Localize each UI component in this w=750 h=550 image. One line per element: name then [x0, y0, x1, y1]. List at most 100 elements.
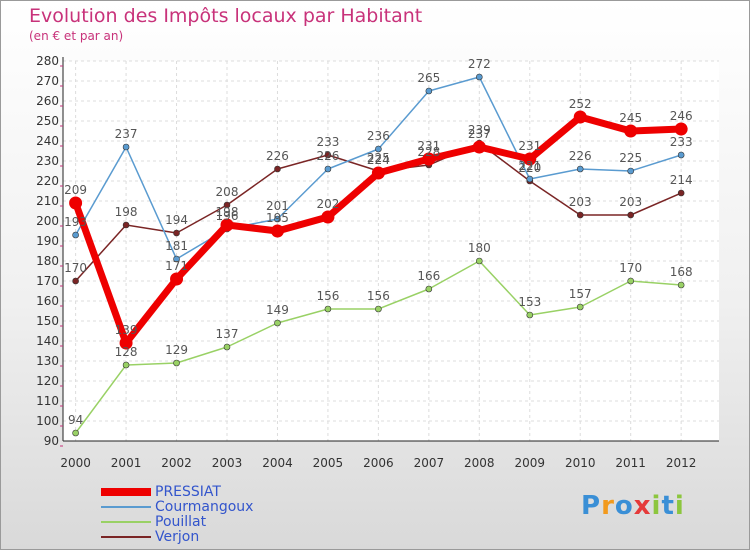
- data-point-courmangoux: [476, 73, 483, 81]
- data-point-pouillat: [223, 343, 231, 351]
- data-label-pouillat: 170: [619, 261, 642, 275]
- data-point-courmangoux: [72, 231, 79, 239]
- y-tick-label: 100: [36, 414, 59, 428]
- data-label-courmangoux: 225: [619, 151, 642, 165]
- data-point-pouillat: [576, 303, 584, 311]
- data-point-pouillat: [122, 361, 130, 369]
- data-label-courmangoux: 226: [316, 149, 339, 163]
- data-label-pouillat: 153: [518, 295, 541, 309]
- data-point-pressiat: [523, 152, 537, 166]
- y-tick-label: 230: [36, 154, 59, 168]
- chart-subtitle: (en € et par an): [29, 29, 124, 43]
- data-label-pouillat: 128: [115, 345, 138, 359]
- data-label-courmangoux: 265: [417, 71, 440, 85]
- data-label-pressiat: 246: [670, 109, 693, 123]
- data-label-pressiat: 139: [115, 323, 138, 337]
- data-label-courmangoux: 201: [266, 199, 289, 213]
- data-label-pressiat: 171: [165, 259, 188, 273]
- data-label-pouillat: 129: [165, 343, 188, 357]
- data-label-pressiat: 252: [569, 97, 592, 111]
- data-point-pouillat: [375, 305, 382, 313]
- y-tick-label: 190: [36, 234, 59, 248]
- data-label-courmangoux: 233: [670, 135, 693, 149]
- legend-label: Pouillat: [155, 514, 207, 530]
- x-tick-label: 2001: [111, 456, 142, 470]
- data-point-pouillat: [476, 257, 483, 265]
- data-point-pouillat: [173, 359, 180, 367]
- data-label-verjon: 239: [468, 123, 491, 137]
- data-point-courmangoux: [274, 215, 281, 223]
- y-tick-label: 120: [36, 374, 59, 388]
- data-point-pouillat: [677, 281, 685, 289]
- logo-letter: i: [674, 491, 685, 521]
- logo-letter: P: [581, 491, 602, 521]
- legend-swatch: [101, 535, 151, 539]
- y-tick-label: 140: [36, 334, 59, 348]
- y-tick-label: 200: [36, 214, 59, 228]
- data-label-verjon: 226: [266, 149, 289, 163]
- data-point-pressiat: [674, 122, 688, 136]
- x-tick-label: 2011: [615, 456, 646, 470]
- data-point-pouillat: [72, 429, 79, 437]
- y-tick-label: 270: [36, 74, 59, 88]
- x-tick-label: 2010: [565, 456, 596, 470]
- data-label-courmangoux: 221: [518, 159, 541, 173]
- data-label-pouillat: 180: [468, 241, 491, 255]
- data-point-verjon: [576, 211, 584, 219]
- legend-item: PRESSIAT: [101, 485, 321, 500]
- y-tick-label: 240: [36, 134, 59, 148]
- data-point-pressiat: [170, 272, 184, 286]
- data-label-verjon: 203: [619, 195, 642, 209]
- logo-letter: i: [651, 491, 662, 521]
- data-point-courmangoux: [627, 167, 634, 175]
- logo-letter: r: [601, 491, 615, 521]
- data-label-pressiat: 198: [216, 205, 239, 219]
- logo-letter: o: [614, 491, 634, 521]
- data-label-pouillat: 94: [68, 413, 83, 427]
- data-point-pressiat: [270, 224, 284, 238]
- y-tick-label: 180: [36, 254, 59, 268]
- data-label-pressiat: 209: [64, 183, 87, 197]
- data-point-courmangoux: [122, 143, 130, 151]
- legend-item: Pouillat: [101, 515, 321, 530]
- x-tick-label: 2009: [514, 456, 545, 470]
- logo-letter: t: [661, 491, 675, 521]
- data-label-pouillat: 149: [266, 303, 289, 317]
- legend-label: Courmangoux: [155, 499, 254, 515]
- data-point-verjon: [122, 221, 130, 229]
- data-label-pouillat: 168: [670, 265, 693, 279]
- data-label-verjon: 220: [518, 161, 541, 175]
- data-label-verjon: 170: [64, 261, 87, 275]
- logo-letter: x: [633, 491, 652, 521]
- data-point-courmangoux: [375, 145, 382, 153]
- data-point-pouillat: [425, 285, 433, 293]
- y-tick-label: 260: [36, 94, 59, 108]
- data-label-verjon: 203: [569, 195, 592, 209]
- data-label-pressiat: 237: [468, 127, 491, 141]
- y-tick-label: 130: [36, 354, 59, 368]
- data-point-pressiat: [321, 210, 335, 224]
- data-label-pouillat: 157: [569, 287, 592, 301]
- data-label-courmangoux: 237: [115, 127, 138, 141]
- data-label-pressiat: 231: [417, 139, 440, 153]
- x-tick-label: 2012: [666, 456, 697, 470]
- data-label-courmangoux: 236: [367, 129, 390, 143]
- data-point-pouillat: [627, 277, 634, 285]
- x-tick-label: 2000: [60, 456, 91, 470]
- x-tick-label: 2005: [313, 456, 344, 470]
- chart-title: Evolution des Impôts locaux par Habitant: [29, 5, 423, 27]
- chart-legend: PRESSIAT Courmangoux Pouillat Verjon: [101, 485, 321, 545]
- x-tick-label: 2004: [262, 456, 293, 470]
- data-point-courmangoux: [173, 255, 180, 263]
- data-point-verjon: [627, 211, 634, 219]
- x-tick-label: 2008: [464, 456, 495, 470]
- data-label-verjon: 225: [367, 151, 390, 165]
- data-point-verjon: [223, 201, 231, 209]
- data-point-courmangoux: [324, 165, 332, 173]
- data-point-pressiat: [69, 196, 83, 210]
- data-label-courmangoux: 181: [165, 239, 188, 253]
- data-label-pressiat: 245: [619, 111, 642, 125]
- x-tick-label: 2003: [212, 456, 243, 470]
- data-point-courmangoux: [677, 151, 685, 159]
